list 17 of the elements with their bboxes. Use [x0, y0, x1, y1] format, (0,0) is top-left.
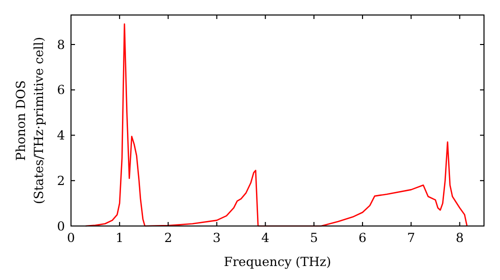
x-tick-label: 4 [261, 230, 270, 245]
line-series [84, 23, 468, 227]
y-axis-title: Phonon DOS (States/THz·primitive cell) [13, 36, 46, 204]
y-tick-label: 8 [57, 36, 66, 52]
x-tick-label: 8 [456, 230, 464, 245]
y-tick-label: 4 [57, 128, 66, 143]
y-tick-label: 6 [57, 82, 66, 98]
y-tick-label: 2 [57, 173, 65, 188]
x-tick-label: 0 [67, 230, 76, 245]
x-tick-label: 1 [116, 230, 124, 245]
x-tick-label: 6 [358, 230, 367, 245]
x-tick-label: 5 [310, 230, 318, 245]
x-tick-label: 7 [407, 230, 416, 245]
x-tick-label: 3 [212, 230, 221, 245]
y-tick-label: 0 [57, 218, 66, 234]
x-axis-title: Frequency (THz) [224, 254, 332, 269]
x-tick-label: 2 [164, 230, 172, 245]
